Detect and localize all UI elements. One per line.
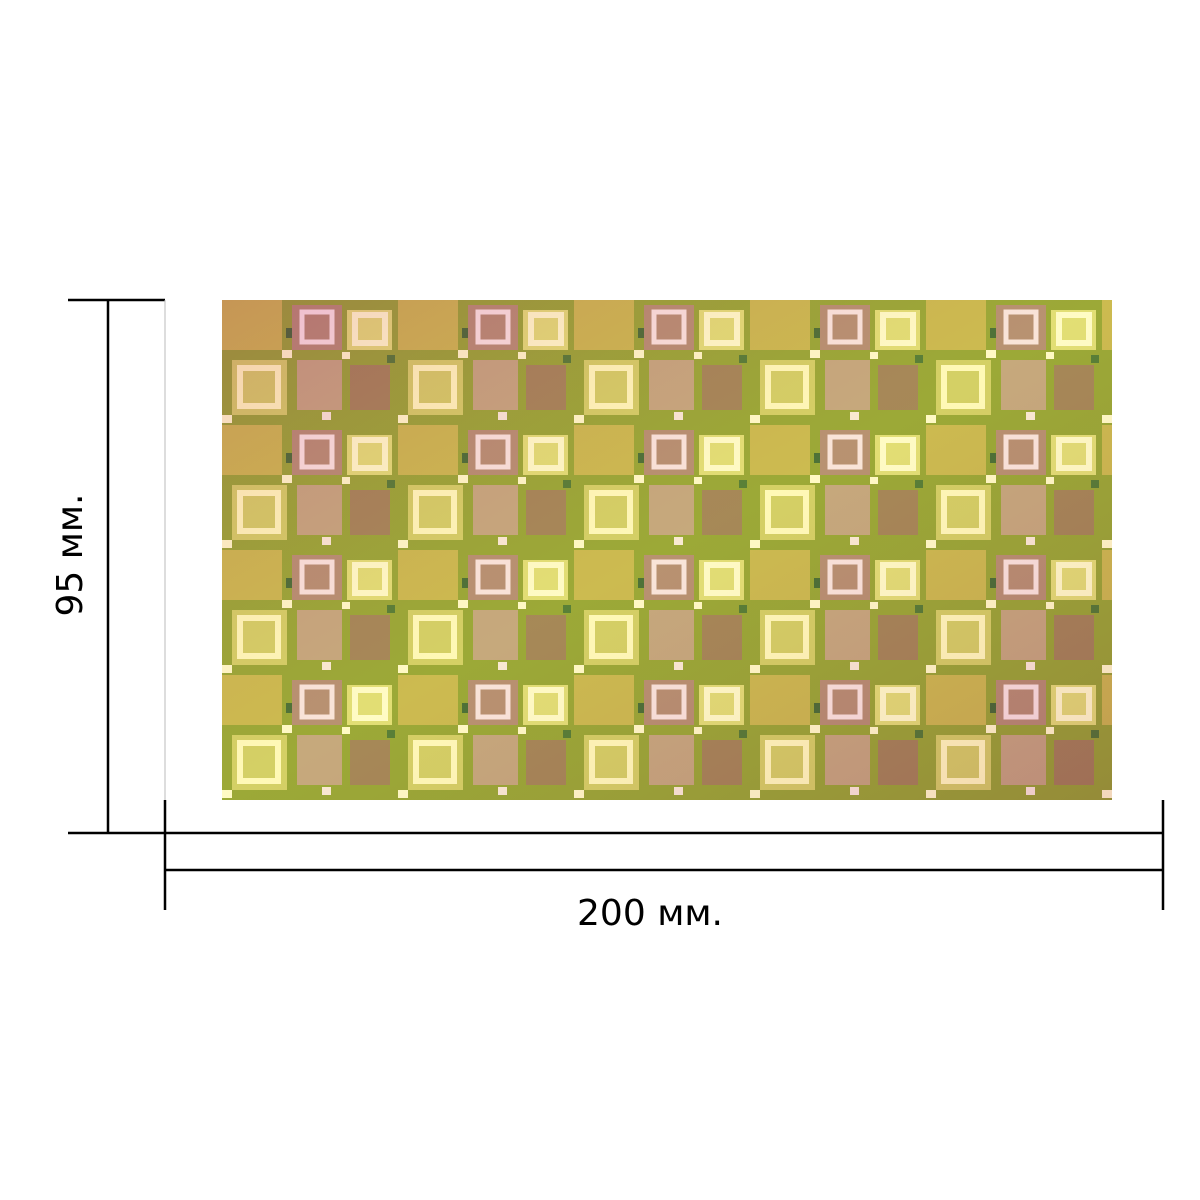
pattern-sheen (222, 300, 1112, 800)
width-label: 200 мм. (577, 893, 723, 934)
height-label: 95 мм. (50, 493, 91, 616)
